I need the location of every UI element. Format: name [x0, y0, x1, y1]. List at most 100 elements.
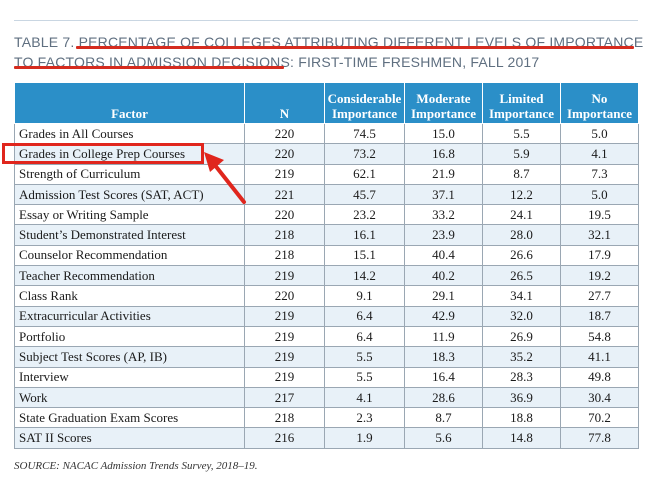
- column-header-4: Limited Importance: [482, 82, 561, 124]
- value-cell: 45.7: [324, 183, 405, 206]
- value-cell: 218: [244, 407, 325, 429]
- table-row: Class Rank 220 9.1 29.1 34.1 27.7: [14, 285, 639, 307]
- highlight-box: [2, 143, 204, 164]
- value-cell: 9.1: [324, 285, 405, 307]
- table-row: Extracurricular Activities 219 6.4 42.9 32.0…: [14, 305, 639, 327]
- column-header-label: Moderate Importance: [411, 91, 476, 121]
- value-cell: 37.1: [404, 183, 483, 206]
- table-row: Interview 219 5.5 16.4 28.3 49.8: [14, 366, 639, 388]
- value-cell: 18.7: [560, 305, 639, 327]
- table-row: Counselor Recommendation 218 15.1 40.4 26.6 1…: [14, 244, 639, 267]
- value-cell: 28.3: [482, 366, 561, 388]
- value-cell: 40.2: [404, 265, 483, 287]
- value-cell: 19.5: [560, 204, 639, 226]
- table-row: Work 217 4.1 28.6 36.9 30.4: [14, 386, 639, 409]
- source-note: SOURCE: NACAC Admission Trends Survey, 2…: [14, 460, 258, 472]
- table-row: Teacher Recommendation 219 14.2 40.2 26.5 19.…: [14, 265, 639, 287]
- value-cell: 5.5: [482, 122, 561, 145]
- red-underline-1: [76, 46, 634, 49]
- factor-cell: Interview: [14, 366, 245, 388]
- table-row: Subject Test Scores (AP, IB) 219 5.5 18.3 35…: [14, 346, 639, 368]
- factor-cell: Subject Test Scores (AP, IB): [14, 346, 245, 368]
- value-cell: 219: [244, 265, 325, 287]
- value-cell: 6.4: [324, 305, 405, 327]
- column-header-label: Considerable Importance: [327, 91, 402, 121]
- value-cell: 74.5: [324, 122, 405, 145]
- value-cell: 220: [244, 122, 325, 145]
- table-row: State Graduation Exam Scores 218 2.3 8.7 18.…: [14, 407, 639, 429]
- value-cell: 5.0: [560, 122, 639, 145]
- value-cell: 23.2: [324, 204, 405, 226]
- value-cell: 28.6: [404, 386, 483, 409]
- value-cell: 16.4: [404, 366, 483, 388]
- value-cell: 1.9: [324, 427, 405, 449]
- factor-cell: Teacher Recommendation: [14, 265, 245, 287]
- value-cell: 5.9: [482, 143, 561, 165]
- factor-cell: Class Rank: [14, 285, 245, 307]
- value-cell: 5.0: [560, 183, 639, 206]
- value-cell: 17.9: [560, 244, 639, 267]
- factor-cell: Work: [14, 386, 245, 409]
- value-cell: 11.9: [404, 325, 483, 348]
- value-cell: 14.2: [324, 265, 405, 287]
- column-header-label: Factor: [111, 106, 148, 121]
- value-cell: 219: [244, 366, 325, 388]
- value-cell: 216: [244, 427, 325, 449]
- value-cell: 73.2: [324, 143, 405, 165]
- value-cell: 16.1: [324, 224, 405, 246]
- column-header-label: Limited Importance: [489, 91, 554, 121]
- column-header-5: No Importance: [560, 82, 639, 124]
- value-cell: 12.2: [482, 183, 561, 206]
- value-cell: 42.9: [404, 305, 483, 327]
- value-cell: 7.3: [560, 163, 639, 185]
- value-cell: 36.9: [482, 386, 561, 409]
- value-cell: 40.4: [404, 244, 483, 267]
- table-row: Grades in All Courses 220 74.5 15.0 5.5 5.0: [14, 122, 639, 145]
- value-cell: 23.9: [404, 224, 483, 246]
- value-cell: 18.3: [404, 346, 483, 368]
- value-cell: 16.8: [404, 143, 483, 165]
- table-row: Strength of Curriculum 219 62.1 21.9 8.7 7.3: [14, 163, 639, 185]
- factor-cell: Counselor Recommendation: [14, 244, 245, 267]
- value-cell: 219: [244, 305, 325, 327]
- factor-cell: Portfolio: [14, 325, 245, 348]
- column-header-1: N: [244, 82, 325, 124]
- factor-cell: State Graduation Exam Scores: [14, 407, 245, 429]
- value-cell: 221: [244, 183, 325, 206]
- factor-cell: Essay or Writing Sample: [14, 204, 245, 226]
- value-cell: 4.1: [324, 386, 405, 409]
- value-cell: 14.8: [482, 427, 561, 449]
- value-cell: 18.8: [482, 407, 561, 429]
- value-cell: 15.1: [324, 244, 405, 267]
- value-cell: 220: [244, 143, 325, 165]
- value-cell: 218: [244, 224, 325, 246]
- value-cell: 5.5: [324, 346, 405, 368]
- factor-cell: Student’s Demonstrated Interest: [14, 224, 245, 246]
- column-header-2: Considerable Importance: [324, 82, 405, 124]
- value-cell: 24.1: [482, 204, 561, 226]
- value-cell: 30.4: [560, 386, 639, 409]
- value-cell: 218: [244, 244, 325, 267]
- column-header-label: No Importance: [567, 91, 632, 121]
- value-cell: 5.6: [404, 427, 483, 449]
- value-cell: 219: [244, 325, 325, 348]
- value-cell: 21.9: [404, 163, 483, 185]
- value-cell: 26.5: [482, 265, 561, 287]
- value-cell: 27.7: [560, 285, 639, 307]
- value-cell: 6.4: [324, 325, 405, 348]
- table-header-row: Factor N Considerable Importance Moderate I…: [14, 82, 639, 124]
- value-cell: 34.1: [482, 285, 561, 307]
- column-header-0: Factor: [14, 82, 245, 124]
- value-cell: 54.8: [560, 325, 639, 348]
- value-cell: 62.1: [324, 163, 405, 185]
- value-cell: 219: [244, 346, 325, 368]
- value-cell: 29.1: [404, 285, 483, 307]
- value-cell: 41.1: [560, 346, 639, 368]
- value-cell: 217: [244, 386, 325, 409]
- value-cell: 77.8: [560, 427, 639, 449]
- value-cell: 28.0: [482, 224, 561, 246]
- value-cell: 220: [244, 204, 325, 226]
- value-cell: 26.9: [482, 325, 561, 348]
- value-cell: 70.2: [560, 407, 639, 429]
- value-cell: 33.2: [404, 204, 483, 226]
